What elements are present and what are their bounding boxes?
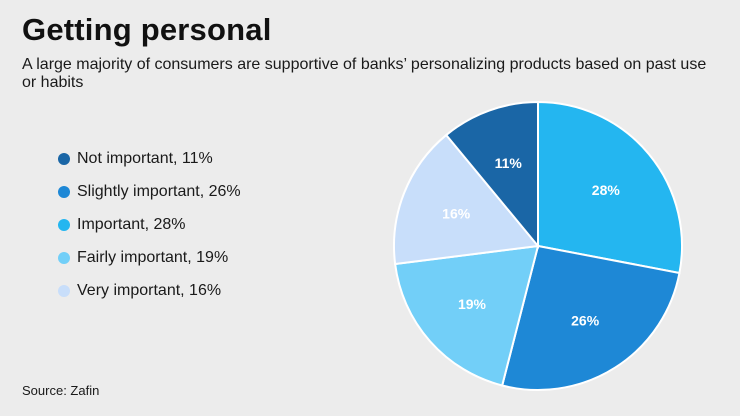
legend-label: Fairly important, 19% [77,248,229,266]
pie-slice-very-important [393,133,540,266]
legend-swatch [58,251,70,264]
legend-item-important: Important, 28% [58,208,241,241]
slice-data-label-not-important: 11% [495,155,523,171]
legend-swatch [58,284,70,297]
legend-swatch [58,185,70,198]
pie-slice-important [537,100,683,275]
legend-label: Not important, 11% [77,149,213,167]
chart-subtitle: A large majority of consumers are suppor… [22,56,707,91]
legend-label: Slightly important, 26% [77,182,241,200]
pie-slice-slightly-important [500,244,681,391]
legend-item-fairly-important: Fairly important, 19% [58,241,241,274]
legend-item-very-important: Very important, 16% [58,274,241,307]
legend-item-not-important: Not important, 11% [58,142,241,175]
slice-data-label-important: 28% [592,182,621,198]
slice-data-label-very-important: 16% [442,206,471,222]
legend-swatch [58,152,70,165]
pie-chart: 28% 26% 19% 16% 11% [393,100,683,391]
slice-data-label-slightly-important: 26% [571,312,600,328]
legend-label: Very important, 16% [77,281,222,299]
legend-swatch [58,218,70,231]
legend: Not important, 11% Slightly important, 26… [58,142,241,307]
pie-slice-fairly-important [394,244,540,387]
chart-title: Getting personal [22,12,272,47]
source-note: Source: Zafin [22,383,100,398]
pie-slice-not-important [444,100,539,249]
slice-data-label-fairly-important: 19% [458,296,487,312]
legend-item-slightly-important: Slightly important, 26% [58,175,241,208]
legend-label: Important, 28% [77,215,186,233]
